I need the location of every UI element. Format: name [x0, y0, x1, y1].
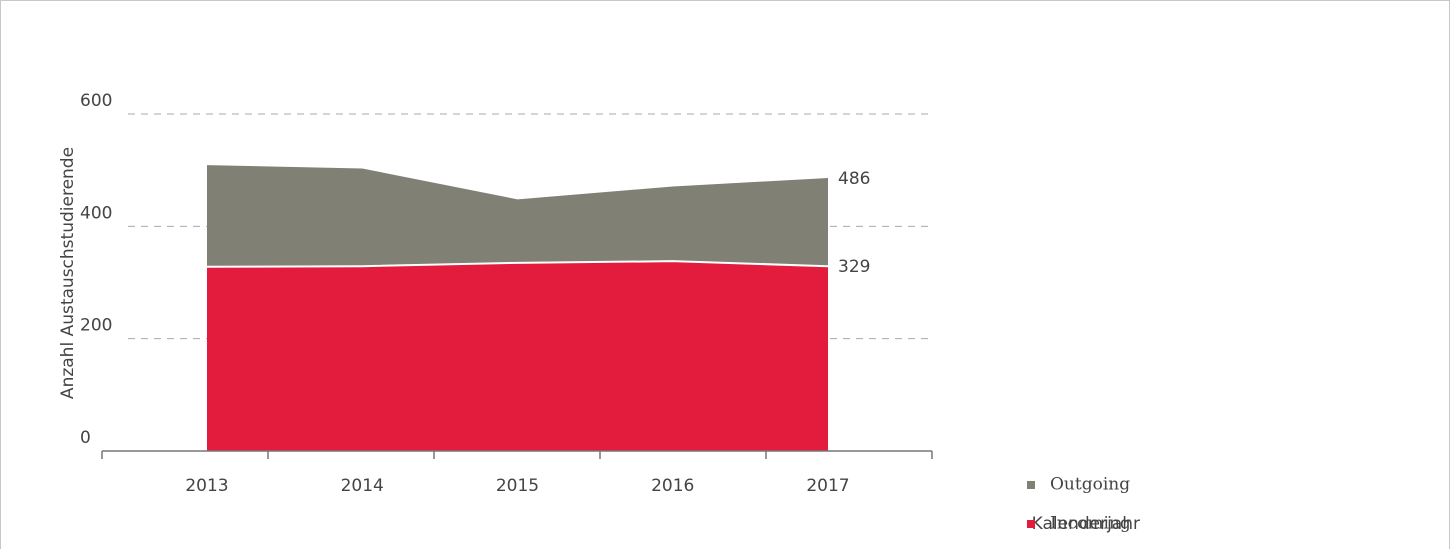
- legend-label: Outgoing: [1050, 475, 1130, 495]
- area: [207, 165, 828, 267]
- legend-label: Incoming: [1050, 514, 1131, 534]
- legend-swatch: [1027, 481, 1035, 489]
- annotation: 329: [838, 257, 870, 277]
- x-tick-label: 2016: [651, 476, 694, 496]
- y-tick-label: 0: [80, 428, 91, 448]
- x-axis-label: Kalenderjahr: [1032, 514, 1140, 534]
- x-tick-label: 2017: [806, 476, 849, 496]
- annotation: 486: [838, 169, 870, 189]
- x-tick-label: 2013: [185, 476, 228, 496]
- y-tick-label: 600: [80, 91, 112, 111]
- y-axis-label: Anzahl Austauschstudierende: [58, 147, 78, 399]
- area-separator: [206, 260, 829, 268]
- area: [207, 261, 828, 451]
- x-tick-label: 2015: [496, 476, 539, 496]
- y-tick-label: 200: [80, 316, 112, 336]
- y-tick-label: 400: [80, 203, 112, 223]
- x-tick-label: 2014: [341, 476, 384, 496]
- legend-swatch: [1027, 520, 1035, 528]
